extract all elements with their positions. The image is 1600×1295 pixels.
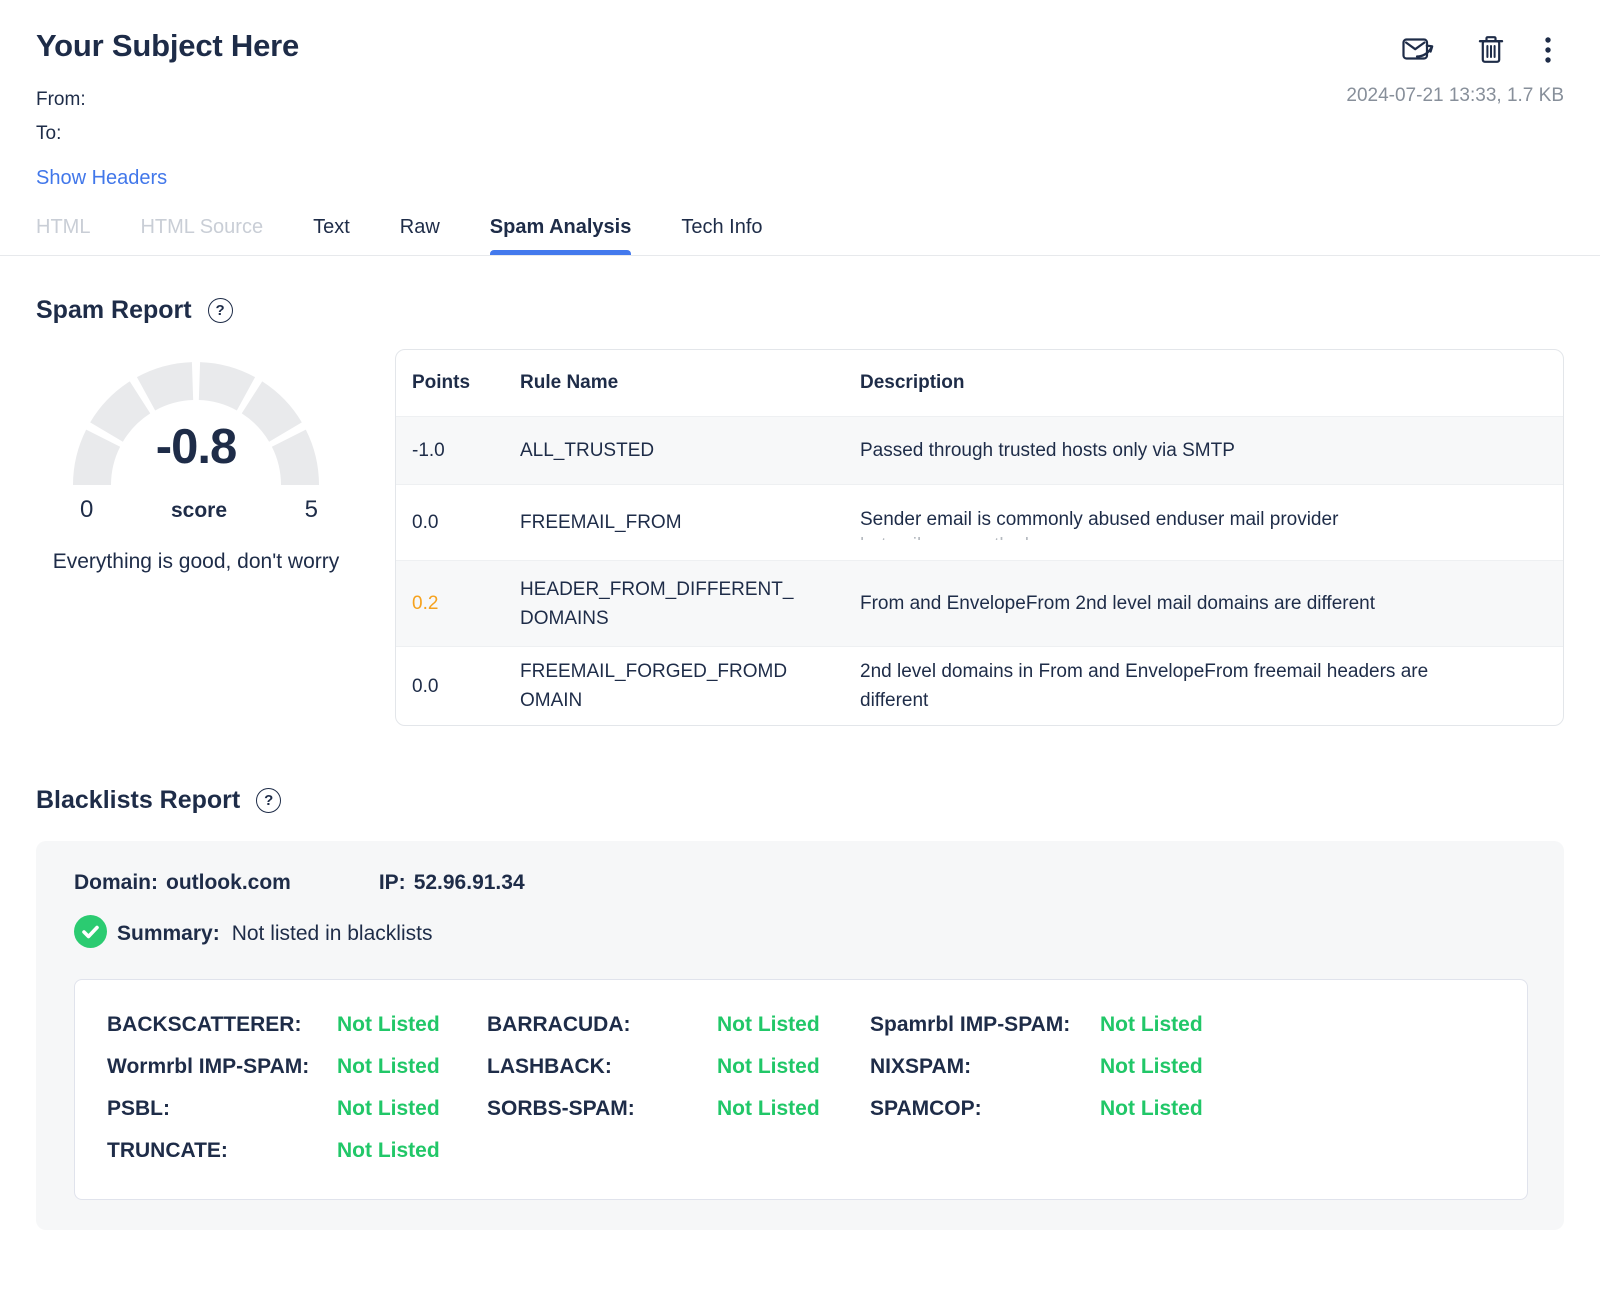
view-tabs: HTML HTML Source Text Raw Spam Analysis …: [0, 206, 1600, 256]
blacklist-ip: IP:52.96.91.34: [379, 871, 525, 895]
blacklist-domain: Domain:outlook.com: [74, 871, 291, 895]
blacklist-summary: Summary: Not listed in blacklists: [74, 915, 1528, 953]
table-row: -1.0 ALL_TRUSTED Passed through trusted …: [396, 416, 1563, 484]
rule-points: -1.0: [412, 426, 520, 475]
message-actions: [1402, 28, 1564, 69]
rule-description: 2nd level domains in From and EnvelopeFr…: [860, 647, 1539, 725]
blacklist-name: LASHBACK:: [487, 1052, 717, 1081]
rule-name: FREEMAIL_FORGED_FROMDOMAIN: [520, 647, 860, 725]
to-label: To:: [36, 117, 86, 151]
message-header: Your Subject Here: [0, 0, 1600, 69]
rule-description: Passed through trusted hosts only via SM…: [860, 426, 1539, 475]
message-subject: Your Subject Here: [36, 28, 299, 64]
blacklist-name: PSBL:: [107, 1094, 337, 1123]
blacklist-status: Not Listed: [337, 1136, 487, 1165]
rule-points: 0.0: [412, 662, 520, 711]
column-header-description: Description: [860, 372, 1539, 394]
column-header-points: Points: [412, 372, 520, 394]
tab-raw[interactable]: Raw: [400, 206, 440, 255]
rule-name: ALL_TRUSTED: [520, 426, 860, 475]
blacklists-results-card: BACKSCATTERER: Not Listed BARRACUDA: Not…: [74, 979, 1528, 1200]
rule-name: FREEMAIL_FROM: [520, 498, 860, 547]
tab-html-source[interactable]: HTML Source: [140, 206, 263, 255]
blacklists-report-help-icon[interactable]: ?: [256, 788, 281, 813]
rule-name: HEADER_FROM_DIFFERENT_DOMAINS: [520, 565, 860, 643]
message-date-size: 2024-07-21 13:33, 1.7 KB: [1346, 83, 1564, 107]
blacklists-grid: BACKSCATTERER: Not Listed BARRACUDA: Not…: [107, 1010, 1497, 1165]
blacklist-status: Not Listed: [1100, 1010, 1497, 1039]
from-to-block: From: To:: [36, 83, 86, 151]
table-row: 0.0 FREEMAIL_FORGED_FROMDOMAIN 2nd level…: [396, 646, 1563, 725]
spam-report-title: Spam Report: [36, 296, 192, 325]
rule-description: From and EnvelopeFrom 2nd level mail dom…: [860, 579, 1539, 628]
blacklists-card: Domain:outlook.com IP:52.96.91.34 Summar…: [36, 841, 1564, 1230]
forward-email-icon: [1402, 35, 1438, 68]
spam-report-section: Spam Report ? -0.8 0 score 5 Everything …: [0, 296, 1600, 726]
rule-points: 0.0: [412, 498, 520, 547]
blacklist-name: Wormrbl IMP-SPAM:: [107, 1052, 337, 1081]
blacklist-status: Not Listed: [1100, 1094, 1497, 1123]
spam-score-gauge: -0.8 0 score 5 Everything is good, don't…: [36, 349, 356, 578]
blacklist-name: SPAMCOP:: [870, 1094, 1100, 1123]
blacklist-status: Not Listed: [337, 1010, 487, 1039]
tab-tech-info[interactable]: Tech Info: [681, 206, 762, 255]
table-row: 0.0 FREEMAIL_FROM Sender email is common…: [396, 484, 1563, 560]
blacklist-name: SORBS-SPAM:: [487, 1094, 717, 1123]
blacklist-name: TRUNCATE:: [107, 1136, 337, 1165]
spam-score-message: Everything is good, don't worry: [36, 546, 356, 578]
kebab-menu-icon: [1544, 36, 1552, 67]
blacklist-status: Not Listed: [717, 1052, 870, 1081]
tab-spam-analysis[interactable]: Spam Analysis: [490, 206, 632, 255]
message-meta-row: From: To: 2024-07-21 13:33, 1.7 KB: [0, 83, 1600, 151]
tab-text[interactable]: Text: [313, 206, 350, 255]
summary-label: Summary:: [117, 922, 220, 946]
blacklists-report-section: Blacklists Report ? Domain:outlook.com I…: [0, 786, 1600, 1230]
tab-html[interactable]: HTML: [36, 206, 90, 255]
blacklist-name: BACKSCATTERER:: [107, 1010, 337, 1039]
spam-rules-table: Points Rule Name Description -1.0 ALL_TR…: [395, 349, 1564, 726]
blacklist-status: Not Listed: [1100, 1052, 1497, 1081]
delete-message-button[interactable]: [1476, 34, 1506, 69]
spam-rules-table-header: Points Rule Name Description: [396, 350, 1563, 416]
rule-points: 0.2: [412, 579, 520, 628]
show-headers-link[interactable]: Show Headers: [36, 167, 167, 190]
table-row: 0.2 HEADER_FROM_DIFFERENT_DOMAINS From a…: [396, 560, 1563, 646]
spam-score-value: -0.8: [70, 419, 322, 475]
spam-report-help-icon[interactable]: ?: [208, 298, 233, 323]
gauge-max-label: 5: [305, 496, 318, 524]
blacklist-name: BARRACUDA:: [487, 1010, 717, 1039]
rule-description: Sender email is commonly abused enduser …: [860, 495, 1539, 550]
blacklists-report-title: Blacklists Report: [36, 786, 240, 815]
blacklist-name: NIXSPAM:: [870, 1052, 1100, 1081]
from-label: From:: [36, 83, 86, 117]
column-header-rule-name: Rule Name: [520, 372, 860, 394]
summary-value: Not listed in blacklists: [232, 922, 433, 946]
more-options-button[interactable]: [1544, 36, 1552, 67]
forward-email-button[interactable]: [1402, 35, 1438, 68]
blacklist-name: Spamrbl IMP-SPAM:: [870, 1010, 1100, 1039]
clipped-text-line: hotmail.com, outlook.com: [860, 534, 1539, 540]
gauge-score-label: score: [171, 499, 227, 523]
blacklist-status: Not Listed: [717, 1094, 870, 1123]
gauge-min-label: 0: [80, 496, 93, 524]
blacklist-status: Not Listed: [337, 1052, 487, 1081]
blacklist-status: Not Listed: [717, 1010, 870, 1039]
blacklist-status: Not Listed: [337, 1094, 487, 1123]
check-circle-icon: [74, 915, 107, 953]
trash-icon: [1476, 34, 1506, 69]
